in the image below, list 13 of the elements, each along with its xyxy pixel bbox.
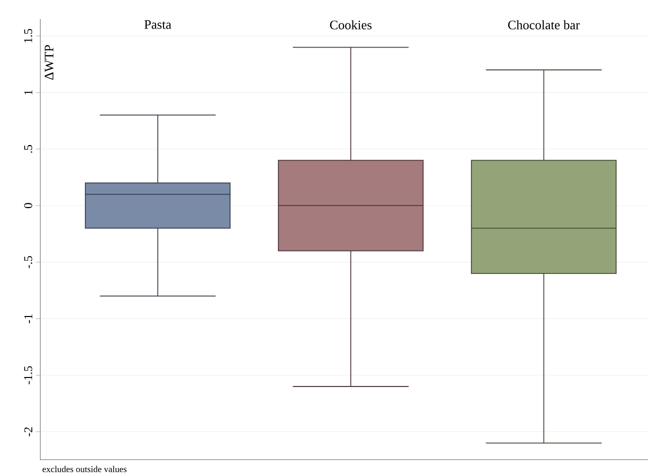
y-tick-label: .5	[24, 145, 32, 153]
y-tick-label: 1	[24, 90, 32, 94]
y-tick-label: 0	[24, 203, 32, 208]
y-tick-label: -1	[24, 314, 32, 324]
text: excludes outside values	[42, 466, 127, 472]
y-tick-label: -2	[24, 427, 32, 436]
x-tick-label: Chocolate bar	[508, 20, 580, 30]
x-tick-label: Cookies	[330, 20, 372, 30]
x-tick-label: Pasta	[144, 20, 172, 29]
y-tick-label: -.5	[24, 256, 32, 268]
y-tick-label: -1.5	[24, 366, 32, 384]
y-axis-title: ΔWTP	[44, 45, 54, 80]
y-tick-label: 1.5	[24, 28, 32, 42]
